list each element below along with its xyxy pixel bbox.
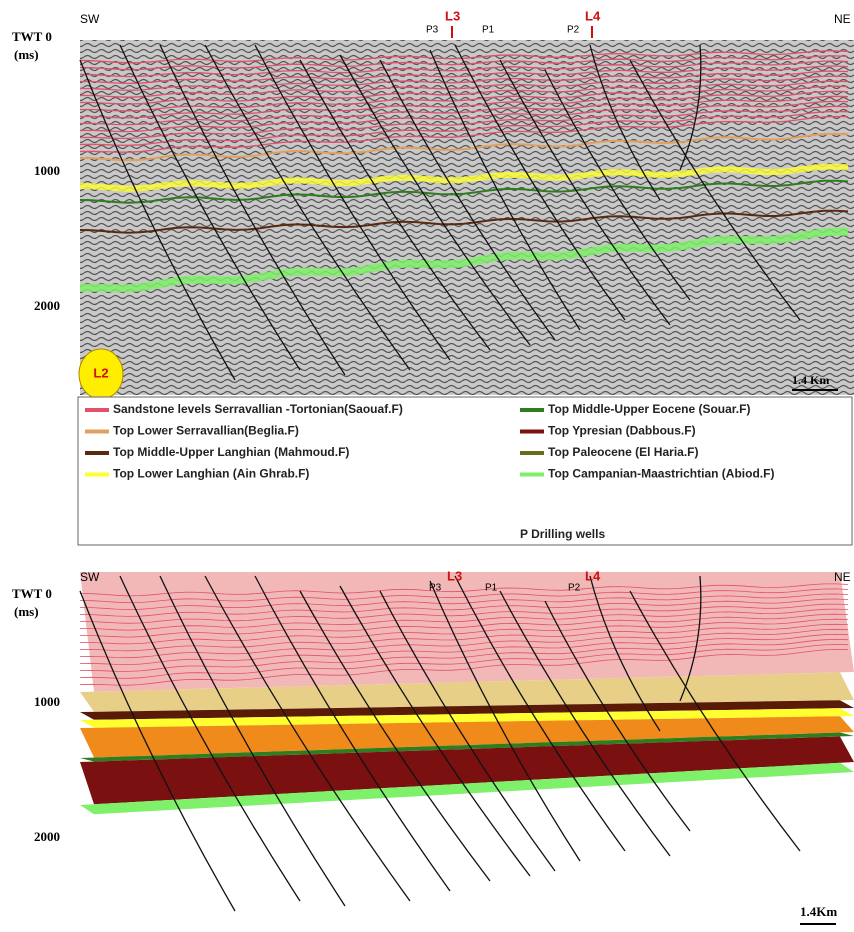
legend-note: P Drilling wells — [520, 527, 605, 541]
well: P2 — [568, 583, 581, 594]
section-label: L2 — [93, 365, 108, 380]
direction: NE — [834, 570, 851, 584]
layer — [80, 572, 854, 692]
top-panel: TWT 0 (ms) 1000 2000 SW NE P3 P1 P2 L3 L… — [12, 8, 854, 399]
legend-label: Top Ypresian (Dabbous.F) — [548, 424, 696, 438]
figure: TWT 0 (ms) 1000 2000 SW NE P3 P1 P2 L3 L… — [0, 0, 854, 932]
direction: SW — [80, 12, 100, 26]
axis-unit: (ms) — [14, 604, 39, 619]
legend-label: Sandstone levels Serravallian -Tortonian… — [113, 402, 403, 416]
line-label: L4 — [585, 568, 601, 583]
well: P2 — [567, 25, 580, 36]
scale-label: 1.4 Km — [792, 373, 829, 387]
well: P1 — [482, 25, 495, 36]
direction: SW — [80, 570, 100, 584]
legend-label: Top Middle-Upper Eocene (Souar.F) — [548, 402, 750, 416]
well: P3 — [429, 583, 442, 594]
tick-label: 2000 — [34, 829, 60, 844]
tick-label: 2000 — [34, 298, 60, 313]
layers — [80, 572, 854, 814]
tick-label: 1000 — [34, 163, 60, 178]
legend-label: Top Lower Langhian (Ain Ghrab.F) — [113, 467, 309, 481]
page: { "top_panel": {"axis_label": "TWT 0", "… — [0, 0, 854, 932]
axis-label: TWT 0 — [12, 586, 52, 601]
legend-label: Top Lower Serravallian(Beglia.F) — [113, 424, 299, 438]
legend-label: Top Paleocene (El Haria.F) — [548, 445, 698, 459]
tick-label: 1000 — [34, 694, 60, 709]
line-label: L4 — [585, 8, 601, 23]
axis-label: TWT 0 — [12, 29, 52, 44]
axis-unit: (ms) — [14, 47, 39, 62]
well: P3 — [426, 25, 439, 36]
legend-label: Top Campanian-Maastrichtian (Abiod.F) — [548, 467, 774, 481]
bottom-panel: TWT 0 (ms) 1000 2000 SW NE P3 P1 P2 L3 L… — [12, 568, 854, 932]
scale-label: 1.4Km — [800, 904, 837, 919]
direction: NE — [834, 12, 851, 26]
line-label: L3 — [447, 568, 462, 583]
legend-label: Top Middle-Upper Langhian (Mahmoud.F) — [113, 445, 349, 459]
line-label: L3 — [445, 8, 460, 23]
well: P1 — [485, 583, 498, 594]
